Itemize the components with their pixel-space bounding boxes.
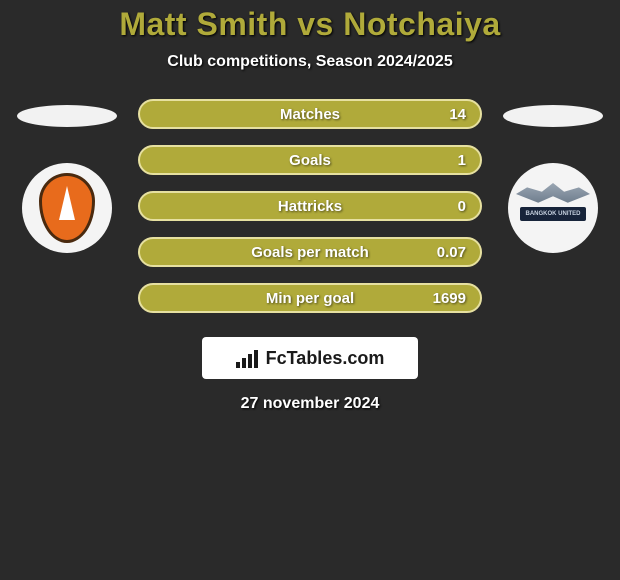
date-label: 27 november 2024: [0, 395, 620, 413]
stat-value: 1: [458, 152, 466, 169]
right-club-badge: BANGKOK UNITED: [508, 163, 598, 253]
stat-label: Goals: [289, 152, 331, 169]
left-player-avatar: [17, 105, 117, 127]
brand-name: FcTables.com: [266, 348, 385, 369]
right-player-avatar: [503, 105, 603, 127]
stat-bar-goals-per-match: Goals per match 0.07: [138, 237, 482, 267]
stat-bar-min-per-goal: Min per goal 1699: [138, 283, 482, 313]
stat-label: Goals per match: [251, 244, 369, 261]
stat-label: Matches: [280, 106, 340, 123]
left-player-col: [12, 99, 122, 253]
club-banner: BANGKOK UNITED: [520, 207, 586, 221]
stat-value: 1699: [433, 290, 466, 307]
stats-bars: Matches 14 Goals 1 Hattricks 0 Goals per…: [138, 99, 482, 313]
stat-bar-hattricks: Hattricks 0: [138, 191, 482, 221]
bangkok-united-crest-icon: BANGKOK UNITED: [515, 183, 591, 233]
stat-label: Min per goal: [266, 290, 354, 307]
stat-bar-matches: Matches 14: [138, 99, 482, 129]
right-player-col: BANGKOK UNITED: [498, 99, 608, 253]
stat-value: 0: [458, 198, 466, 215]
stat-value: 14: [449, 106, 466, 123]
brand-badge[interactable]: FcTables.com: [202, 337, 418, 379]
page-title: Matt Smith vs Notchaiya: [0, 6, 620, 43]
comparison-row: Matches 14 Goals 1 Hattricks 0 Goals per…: [0, 99, 620, 313]
stat-bar-goals: Goals 1: [138, 145, 482, 175]
stat-label: Hattricks: [278, 198, 342, 215]
bangkok-glass-crest-icon: [39, 173, 95, 243]
bar-chart-icon: [236, 348, 260, 368]
wings-icon: [516, 183, 590, 205]
subtitle: Club competitions, Season 2024/2025: [0, 53, 620, 71]
left-club-badge: [22, 163, 112, 253]
stat-value: 0.07: [437, 244, 466, 261]
